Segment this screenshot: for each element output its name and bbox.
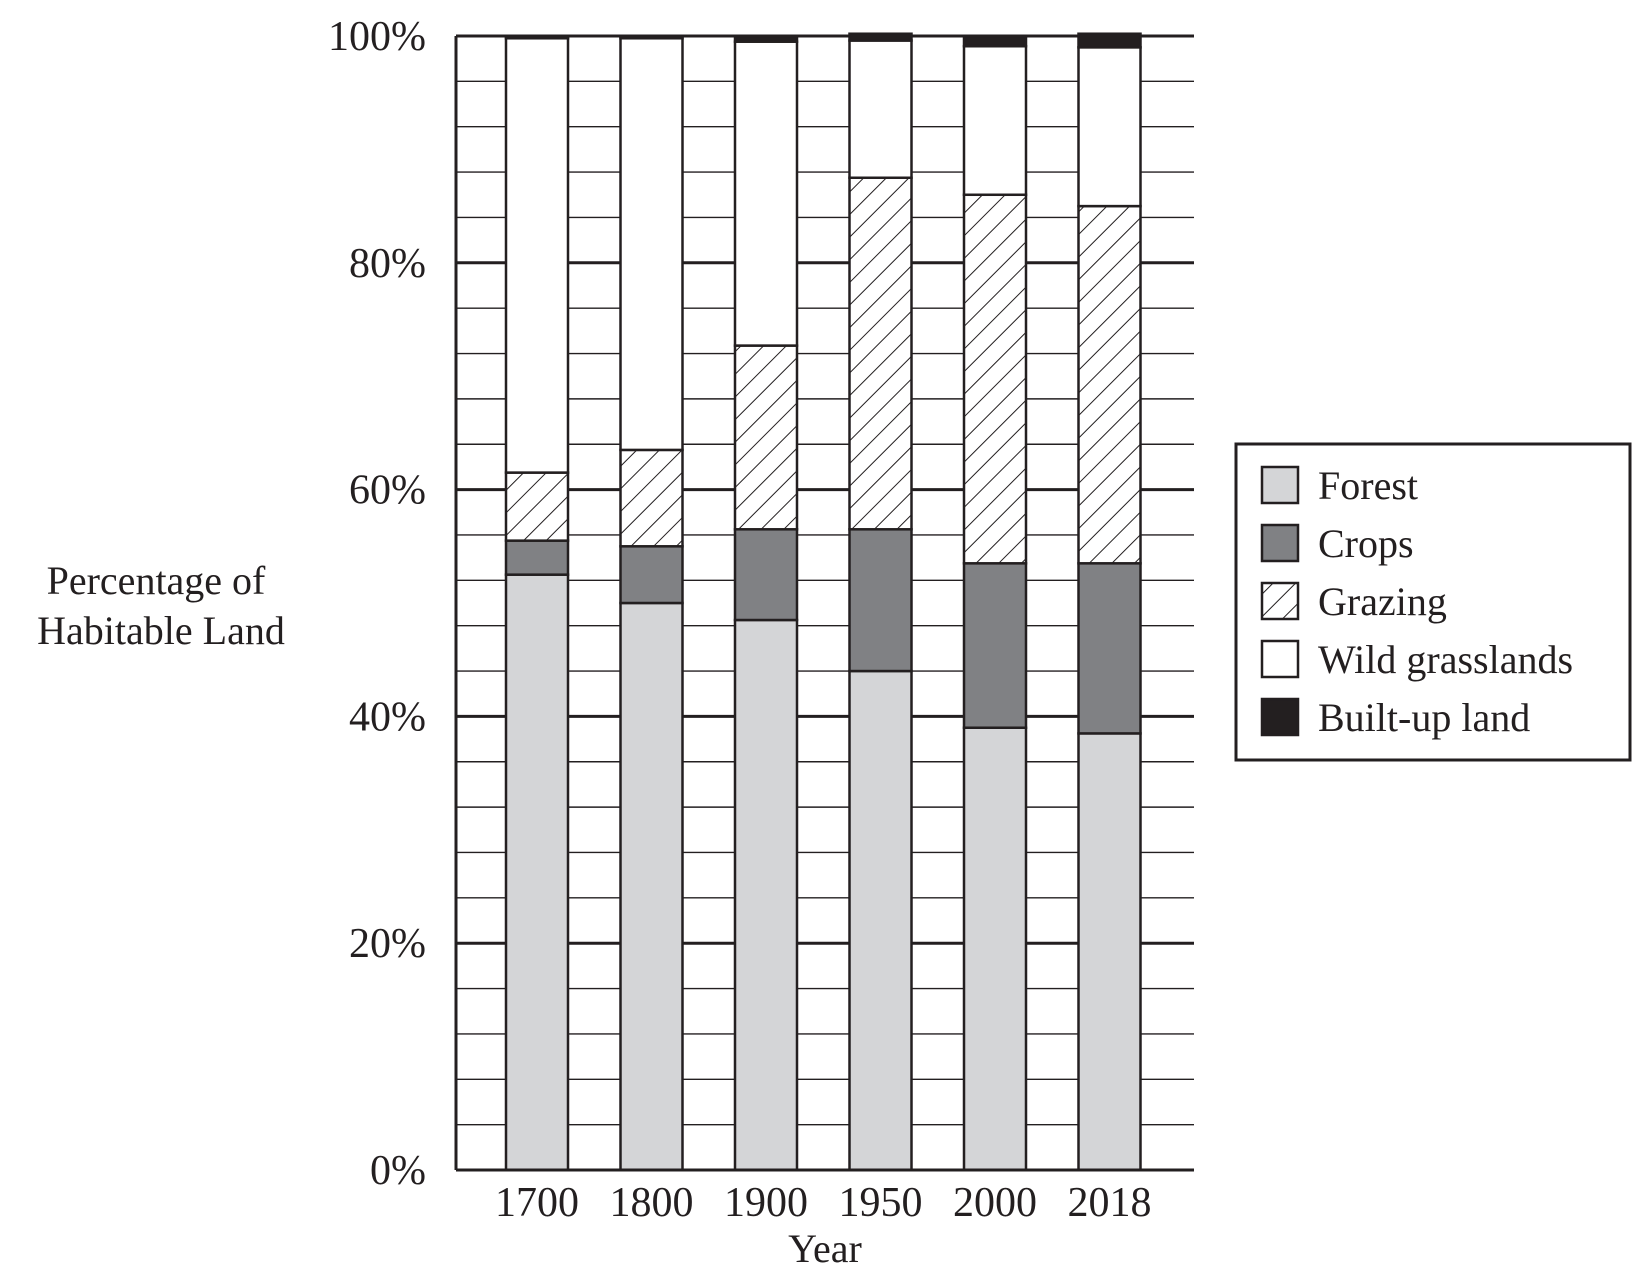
y-tick-label-60: 60% [349, 468, 426, 514]
bar-segment-built-up-land-1700 [504, 34, 570, 40]
bar-segment-wild-grasslands-1800 [619, 37, 684, 452]
bar-segment-forest-1900 [733, 618, 799, 1172]
legend-label-built-up-land: Built-up land [1318, 695, 1530, 740]
x-tick-label-2018: 2018 [1068, 1180, 1152, 1226]
bar-stack-2018 [1077, 32, 1142, 1172]
bar-segment-forest-1700 [504, 573, 570, 1172]
legend-swatch-grazing [1260, 581, 1300, 621]
y-axis-title-line-2: Habitable Land [37, 608, 285, 653]
bar-segment-crops-2000 [962, 562, 1028, 729]
bar-segment-forest-1800 [619, 601, 684, 1172]
bar-segment-built-up-land-2000 [962, 34, 1028, 48]
bar-segment-built-up-land-1900 [733, 34, 799, 43]
x-tick-label-1900: 1900 [724, 1180, 808, 1226]
bar-segment-built-up-land-2018 [1077, 32, 1142, 49]
y-tick-label-40: 40% [349, 694, 426, 740]
bar-segment-grazing-1700 [504, 471, 570, 542]
tick-labels: 1700 1800 1900 1950 2000 2018 0% 20% 40% 60% 80% 10… [328, 14, 1152, 1226]
bar-stack-1800 [619, 34, 684, 1172]
bar-segment-forest-2018 [1077, 732, 1142, 1172]
y-tick-label-100: 100% [328, 14, 426, 60]
bar-segment-forest-2000 [962, 726, 1028, 1172]
bar-segment-grazing-1900 [733, 344, 799, 531]
bar-segment-crops-1700 [504, 539, 570, 576]
bar-segment-forest-1950 [848, 669, 913, 1172]
x-axis-title: Year [788, 1226, 862, 1271]
legend-label-wild-grasslands: Wild grasslands [1318, 637, 1573, 682]
bar-segment-crops-1950 [848, 528, 913, 673]
bar-segment-crops-2018 [1077, 562, 1142, 735]
axes [454, 36, 1194, 1172]
y-tick-label-20: 20% [349, 921, 426, 967]
bar-segment-wild-grasslands-1950 [848, 39, 913, 180]
bar-segment-built-up-land-1800 [619, 34, 684, 40]
legend: Forest Crops Grazing Wild grasslands Built-u… [1234, 442, 1632, 762]
bar-stack-2000 [962, 34, 1028, 1172]
bar-stack-1950 [848, 32, 913, 1172]
legend-swatch-built-up-land [1260, 697, 1300, 737]
bars [504, 32, 1142, 1172]
legend-swatch-wild-grasslands [1260, 639, 1300, 679]
bar-segment-wild-grasslands-2000 [962, 44, 1028, 197]
bar-segment-crops-1800 [619, 545, 684, 605]
bar-segment-built-up-land-1950 [848, 32, 913, 42]
legend-label-crops: Crops [1318, 521, 1414, 566]
bar-segment-grazing-1800 [619, 448, 684, 548]
x-tick-label-1950: 1950 [839, 1180, 923, 1226]
x-tick-label-1700: 1700 [495, 1180, 579, 1226]
bar-segment-grazing-1950 [848, 176, 913, 531]
legend-label-grazing: Grazing [1318, 579, 1447, 624]
x-tick-label-2000: 2000 [953, 1180, 1037, 1226]
legend-swatch-crops [1260, 523, 1300, 563]
bar-segment-crops-1900 [733, 528, 799, 622]
legend-box [1234, 442, 1632, 762]
bar-stack-1700 [504, 34, 570, 1172]
y-tick-label-0: 0% [370, 1148, 426, 1194]
x-tick-label-1800: 1800 [610, 1180, 694, 1226]
bar-stack-1900 [733, 34, 799, 1172]
y-axis-title-line-1: Percentage of [47, 558, 266, 603]
gridlines [456, 34, 1194, 1172]
y-tick-label-80: 80% [349, 241, 426, 287]
legend-label-forest: Forest [1318, 463, 1418, 508]
bar-segment-wild-grasslands-1700 [504, 37, 570, 474]
legend-swatch-forest [1260, 465, 1300, 505]
bar-segment-grazing-2018 [1077, 204, 1142, 565]
bar-segment-wild-grasslands-2018 [1077, 46, 1142, 208]
y-axis-title: Percentage of Habitable Land [37, 558, 285, 653]
bar-segment-wild-grasslands-1900 [733, 40, 799, 347]
bar-segment-grazing-2000 [962, 193, 1028, 565]
